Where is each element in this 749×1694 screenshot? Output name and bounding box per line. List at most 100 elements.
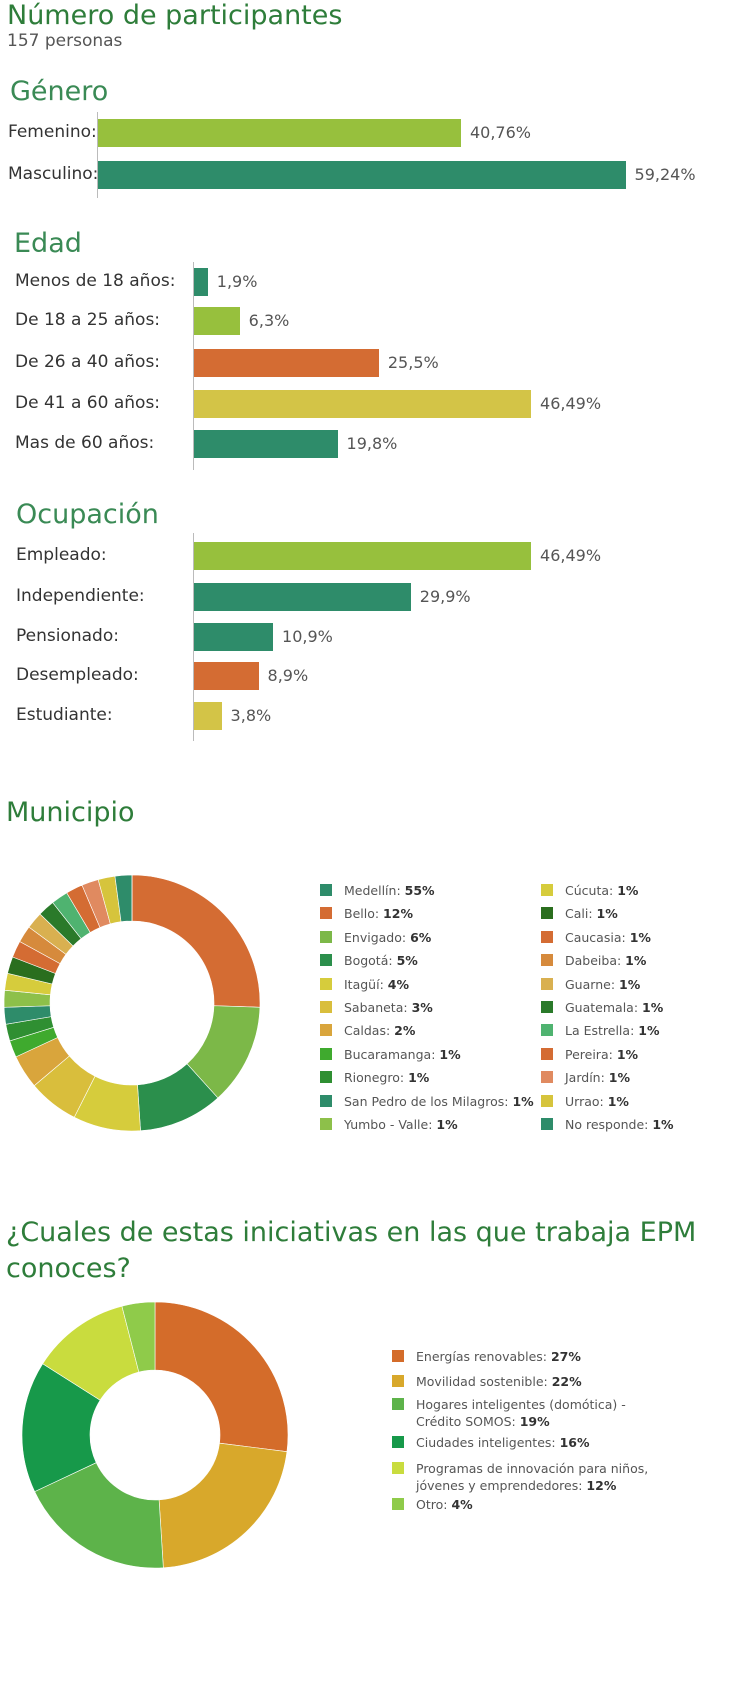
legend-swatch	[320, 930, 332, 943]
legend-label: Ciudades inteligentes	[416, 1435, 552, 1450]
iniciativas-legend-item: Movilidad sostenible: 22%	[392, 1373, 582, 1390]
municipio-legend-item: Bogotá: 5%	[320, 952, 418, 969]
legend-text: Cali: 1%	[565, 906, 618, 922]
legend-label: Jardín	[565, 1070, 601, 1086]
legend-percent: 1%	[436, 1117, 458, 1132]
municipio-legend-item: Guatemala: 1%	[541, 999, 663, 1016]
municipio-legend-item: Pereira: 1%	[541, 1046, 638, 1063]
legend-swatch	[392, 1398, 404, 1410]
legend-percent: 1%	[617, 883, 639, 898]
legend-label: La Estrella	[565, 1023, 631, 1039]
municipio-legend-item: Caucasia: 1%	[541, 929, 651, 946]
legend-swatch	[541, 884, 553, 896]
legend-label: Movilidad sostenible	[416, 1374, 544, 1389]
genero-category-label: Masculino:	[8, 164, 99, 184]
legend-text: Ciudades inteligentes: 16%	[416, 1435, 590, 1450]
edad-category-label: Mas de 60 años:	[15, 433, 155, 453]
municipio-legend-item: Medellín: 55%	[320, 882, 435, 899]
iniciativas-slice	[121, 1301, 156, 1373]
legend-text: Jardín: 1%	[565, 1070, 631, 1086]
legend-label: Envigado	[344, 929, 402, 945]
legend-percent: 19%	[519, 1414, 550, 1429]
edad-title: Edad	[14, 228, 82, 259]
legend-text: Energías renovables: 27%	[416, 1349, 581, 1364]
ocupacion-category-label: Estudiante:	[16, 705, 113, 725]
municipio-donut-chart	[3, 874, 261, 1132]
iniciativas-slice	[154, 1301, 289, 1453]
edad-bar	[194, 268, 208, 296]
legend-text: Hogares inteligentes (domótica) - Crédito…	[416, 1397, 626, 1429]
municipio-legend-item: San Pedro de los Milagros: 1%	[320, 1093, 534, 1110]
edad-value-label: 46,49%	[540, 394, 602, 413]
legend-text: Bogotá: 5%	[344, 953, 418, 969]
genero-bar	[98, 119, 461, 147]
legend-label: Rionegro	[344, 1070, 400, 1086]
legend-label: Dabeiba	[565, 953, 617, 969]
ocupacion-bar	[194, 662, 259, 690]
ocupacion-bar	[194, 702, 222, 730]
legend-percent: 1%	[596, 906, 618, 922]
legend-label: Sabaneta	[344, 1000, 404, 1015]
genero-title: Género	[10, 76, 109, 107]
legend-swatch	[320, 1047, 332, 1060]
ocupacion-bar	[194, 583, 411, 611]
legend-label: Energías renovables	[416, 1349, 543, 1364]
legend-percent: 2%	[394, 1023, 416, 1039]
genero-axis	[97, 112, 98, 198]
legend-swatch	[541, 1047, 553, 1060]
legend-label: Medellín	[344, 883, 397, 898]
edad-bar	[194, 390, 532, 418]
ocupacion-bar	[194, 542, 532, 570]
legend-label: Cali	[565, 906, 589, 922]
legend-percent: 6%	[410, 929, 432, 945]
legend-text: Otro: 4%	[416, 1497, 473, 1512]
ocupacion-category-label: Empleado:	[16, 545, 107, 565]
legend-label-line1: Hogares inteligentes (domótica) -	[416, 1397, 626, 1412]
legend-label: Pereira	[565, 1046, 609, 1062]
iniciativas-donut-chart	[21, 1301, 289, 1569]
legend-percent: 12%	[586, 1478, 617, 1493]
legend-percent: 5%	[396, 953, 418, 969]
legend-text: Bucaramanga: 1%	[344, 1046, 461, 1062]
legend-swatch	[320, 907, 332, 920]
legend-percent: 4%	[451, 1497, 473, 1512]
legend-percent: 1%	[608, 1070, 631, 1086]
legend-percent: 1%	[629, 929, 651, 945]
legend-percent: 12%	[383, 906, 413, 922]
legend-percent: 4%	[387, 976, 409, 992]
legend-text: Programas de innovación para niños, jóven…	[416, 1461, 649, 1493]
legend-text: Cúcuta: 1%	[565, 883, 639, 898]
legend-swatch	[320, 954, 332, 967]
legend-percent: 3%	[411, 1000, 433, 1015]
legend-percent: 1%	[625, 953, 647, 969]
legend-percent: 1%	[652, 1117, 674, 1132]
legend-label: Bucaramanga	[344, 1046, 432, 1062]
legend-swatch	[541, 1094, 553, 1107]
legend-label: Caldas	[344, 1023, 386, 1039]
edad-value-label: 25,5%	[387, 353, 439, 372]
legend-label: Bogotá	[344, 953, 389, 969]
legend-label: Cúcuta	[565, 883, 610, 898]
legend-swatch	[320, 1001, 332, 1013]
municipio-legend-item: Yumbo - Valle: 1%	[320, 1116, 458, 1133]
municipio-legend-item: Caldas: 2%	[320, 1022, 415, 1039]
ocupacion-value-label: 3,8%	[230, 706, 272, 725]
municipio-legend-item: Guarne: 1%	[541, 976, 640, 993]
municipio-legend-item: Cali: 1%	[541, 905, 618, 922]
municipio-title: Municipio	[6, 797, 135, 828]
legend-percent: 1%	[619, 976, 641, 992]
legend-swatch	[541, 930, 553, 943]
ocupacion-category-label: Independiente:	[16, 586, 145, 606]
edad-value-label: 1,9%	[216, 272, 258, 291]
legend-swatch	[392, 1498, 404, 1510]
municipio-legend-item: Bucaramanga: 1%	[320, 1046, 461, 1063]
ocupacion-value-label: 8,9%	[267, 666, 309, 685]
legend-swatch	[320, 884, 332, 896]
legend-text: Rionegro: 1%	[344, 1070, 430, 1086]
legend-swatch	[320, 1118, 332, 1130]
ocupacion-category-label: Desempleado:	[16, 665, 139, 685]
edad-category-label: De 41 a 60 años:	[15, 393, 161, 413]
legend-percent: 1%	[638, 1023, 660, 1039]
legend-swatch	[541, 1118, 553, 1130]
edad-value-label: 19,8%	[346, 434, 398, 453]
